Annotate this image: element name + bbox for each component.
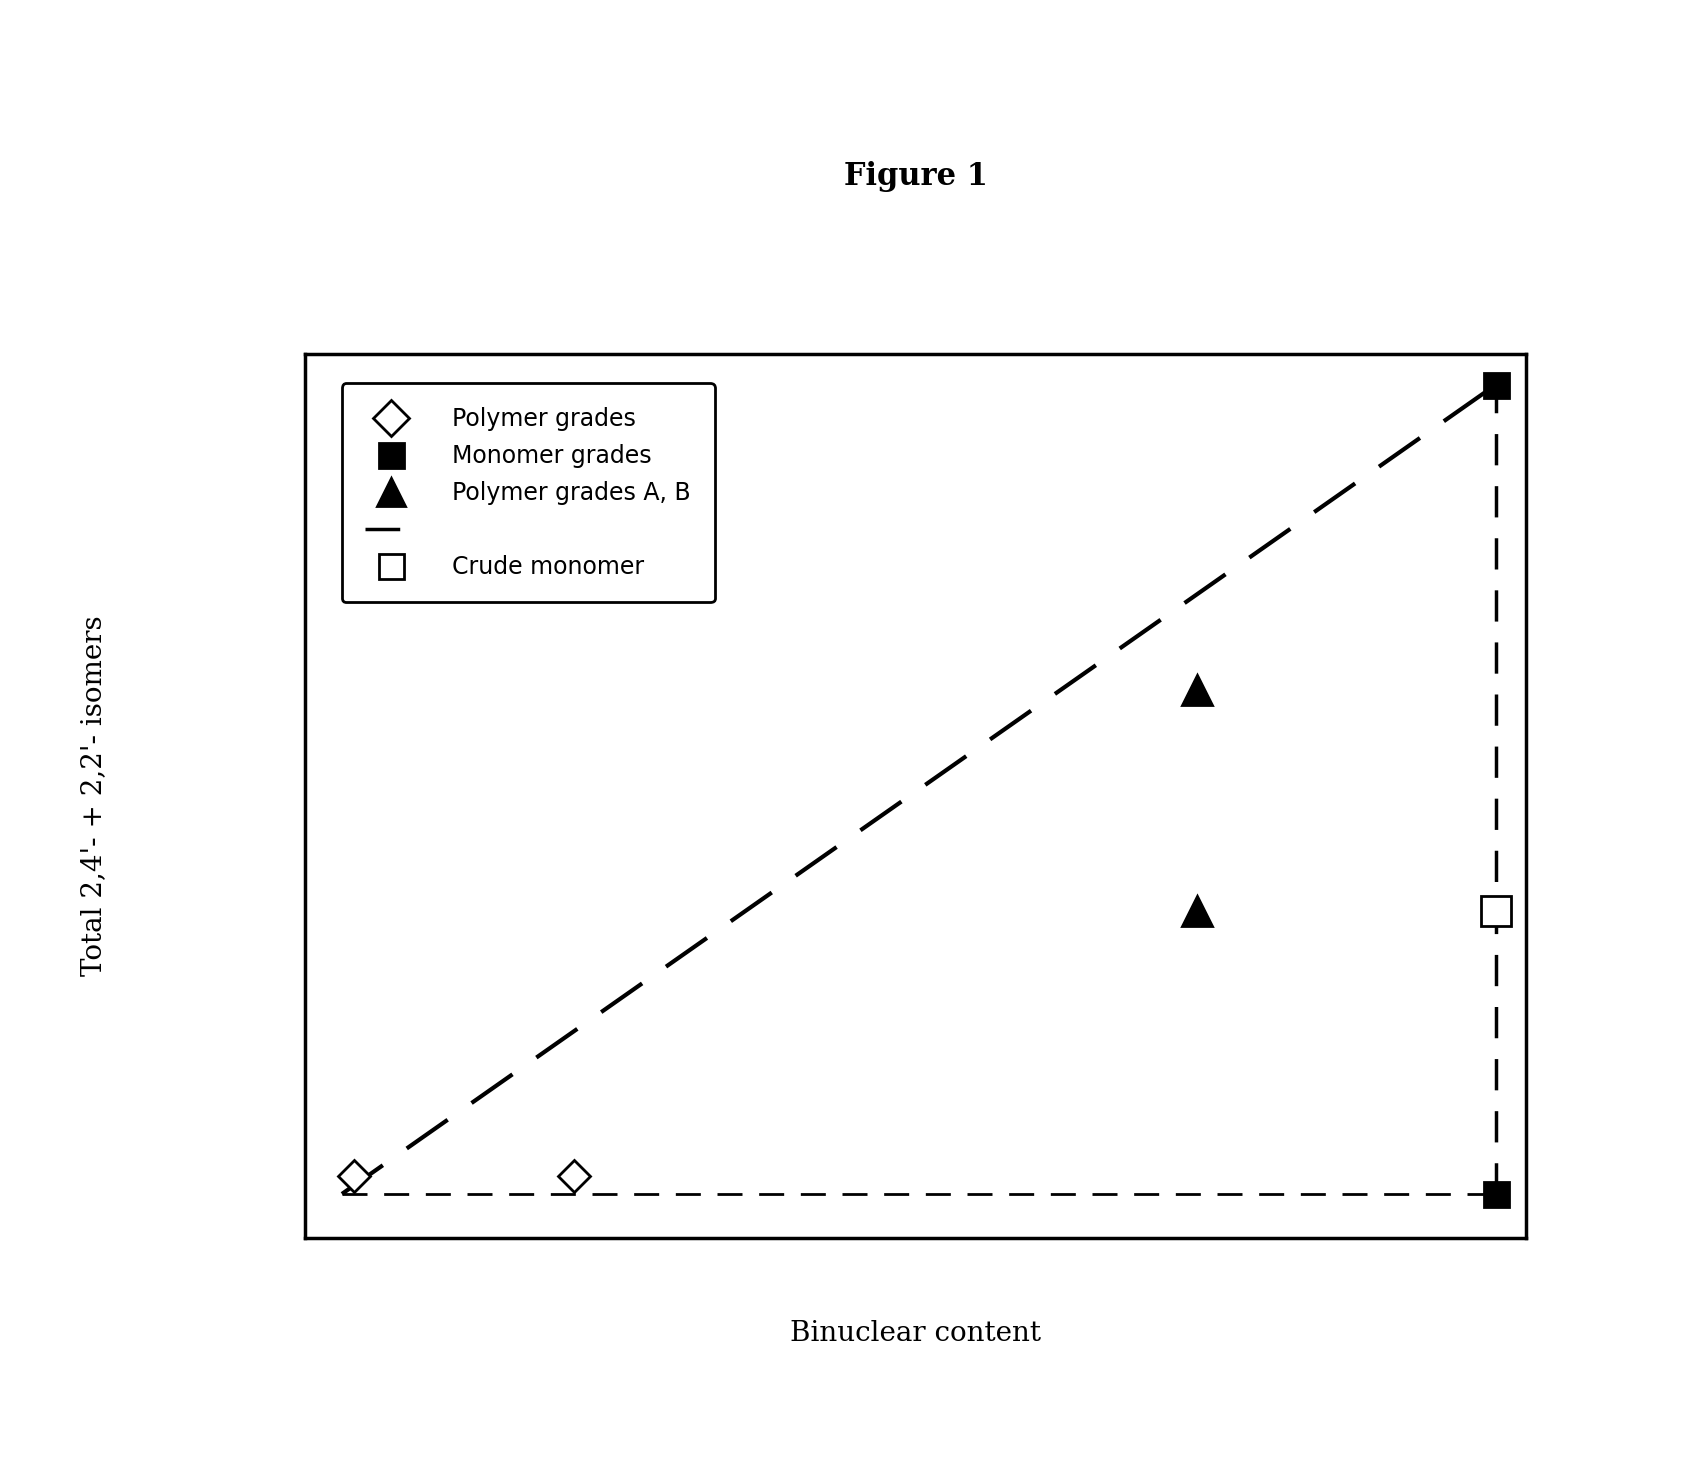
Text: Figure 1: Figure 1 (845, 161, 987, 193)
Text: Binuclear content: Binuclear content (790, 1321, 1041, 1347)
Legend: Polymer grades, Monomer grades, Polymer grades A, B,  , Crude monomer: Polymer grades, Monomer grades, Polymer … (341, 383, 714, 603)
Text: Total 2,4'- + 2,2'- isomers: Total 2,4'- + 2,2'- isomers (80, 616, 107, 976)
